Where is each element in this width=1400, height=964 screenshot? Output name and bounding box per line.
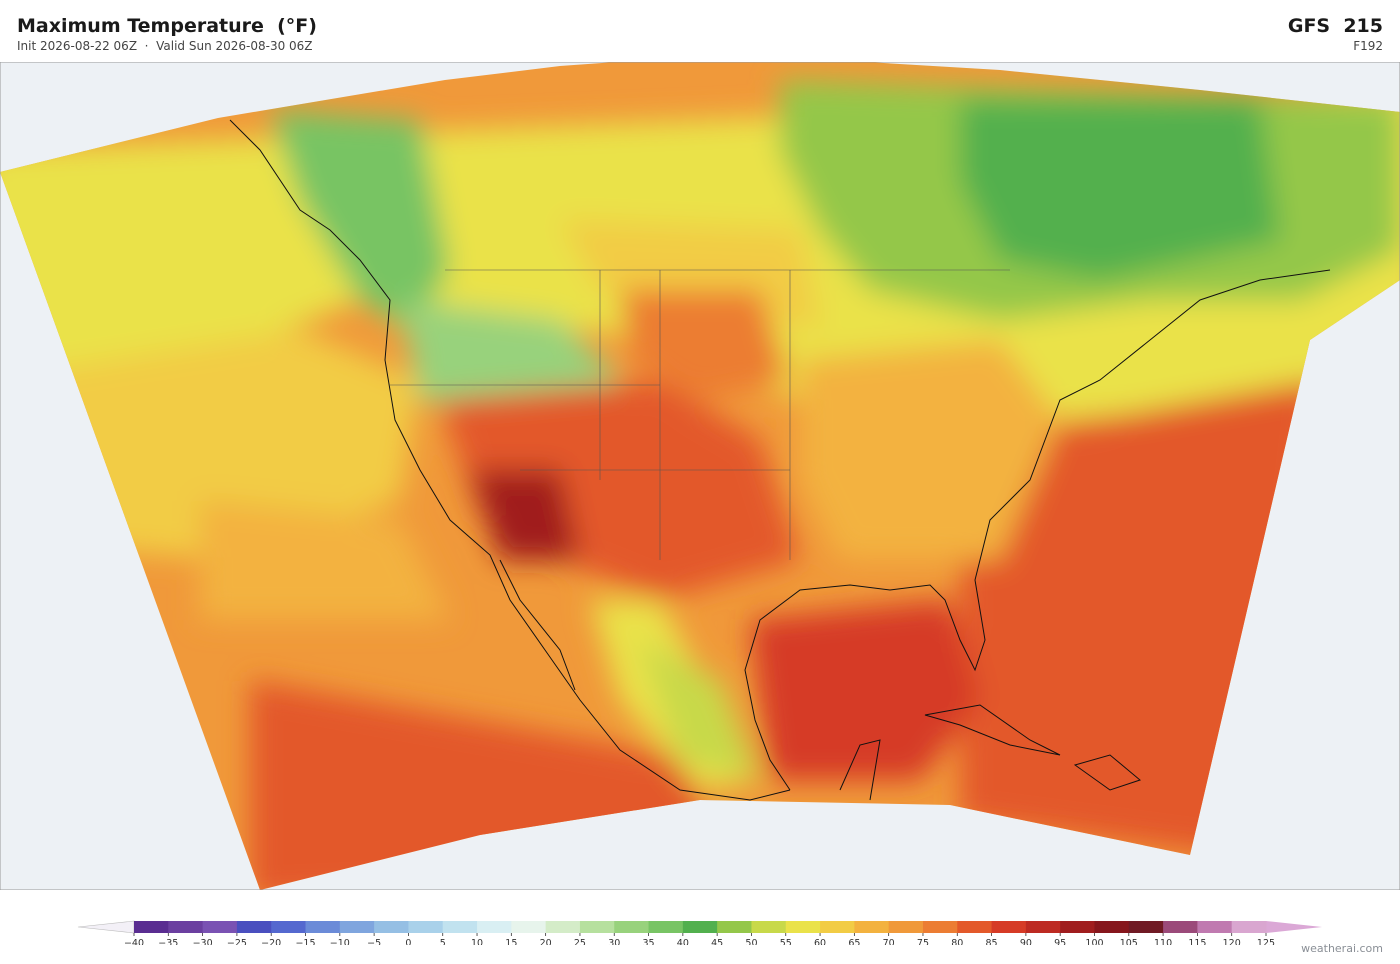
colorbar-bin (648, 921, 684, 933)
colorbar-tick-label: 100 (1085, 938, 1103, 945)
colorbar-bin (1163, 921, 1198, 933)
colorbar-tick-label: 105 (1120, 938, 1138, 945)
colorbar-bin (1060, 921, 1095, 933)
colorbar-bin (991, 921, 1027, 933)
colorbar-tick-label: 65 (848, 938, 860, 945)
colorbar-bin (442, 921, 478, 933)
colorbar-tick-label: 20 (540, 938, 552, 945)
colorbar-bin (236, 921, 272, 933)
colorbar-tick-label: 70 (883, 938, 895, 945)
colorbar-tick-label: 110 (1154, 938, 1172, 945)
colorbar-tick-label: 95 (1054, 938, 1066, 945)
colorbar-tick-label: −25 (227, 938, 247, 945)
colorbar-tick-label: −10 (330, 938, 350, 945)
forecast-hour: F192 (1353, 39, 1383, 53)
colorbar-under (77, 920, 135, 934)
colorbar-bin (408, 921, 444, 933)
colorbar-tick-label: 60 (814, 938, 826, 945)
colorbar-bin (545, 921, 581, 933)
colorbar-bin (477, 921, 512, 933)
colorbar-bin (717, 921, 752, 933)
colorbar-over (1266, 921, 1322, 933)
colorbar-bin (511, 921, 547, 933)
colorbar-tick-label: −30 (193, 938, 213, 945)
colorbar-bin (1025, 921, 1061, 933)
colorbar-bin (168, 921, 204, 933)
colorbar-tick-label: 25 (574, 938, 586, 945)
colorbar-bin (957, 921, 993, 933)
map (0, 62, 1400, 890)
colorbar-tick-label: 115 (1188, 938, 1206, 945)
colorbar-bin (820, 921, 855, 933)
colorbar-bin (1128, 921, 1164, 933)
colorbar-bin (614, 921, 650, 933)
colorbar-bin (785, 921, 821, 933)
colorbar-tick-label: 10 (471, 938, 483, 945)
colorbar-bin (134, 921, 169, 933)
colorbar-bin (202, 921, 238, 933)
colorbar-bin (922, 921, 958, 933)
colorbar-tick-label: −20 (261, 938, 281, 945)
colorbar-tick-label: −5 (367, 938, 381, 945)
colorbar-bin (682, 921, 718, 933)
colorbar-tick-label: 5 (440, 938, 446, 945)
colorbar-tick-label: 125 (1257, 938, 1275, 945)
colorbar-bin (374, 921, 409, 933)
colorbar-tick-label: 80 (951, 938, 963, 945)
colorbar: −40 −35 −30 −25 −20 −15 −10 −5 0 5 10 15 20 25 30 35 40 4… (77, 920, 1322, 945)
model-label: GFS 215 (1287, 15, 1383, 37)
colorbar-tick-label: 120 (1223, 938, 1241, 945)
colorbar-tick-label: 90 (1020, 938, 1032, 945)
colorbar-tick-label: −15 (295, 938, 315, 945)
colorbar-tick-label: 45 (711, 938, 723, 945)
colorbar-tick-label: 50 (745, 938, 757, 945)
colorbar-tick-label: 75 (917, 938, 929, 945)
colorbar-bin (305, 921, 341, 933)
subtitle: Init 2026-08-22 06Z · Valid Sun 2026-08-… (17, 39, 313, 53)
colorbar-bin (751, 921, 787, 933)
title: Maximum Temperature (°F) (17, 15, 317, 37)
colorbar-bin (854, 921, 890, 933)
colorbar-bin (1094, 921, 1130, 933)
colorbar-bin (271, 921, 307, 933)
colorbar-bin (888, 921, 924, 933)
colorbar-tick-label: 0 (405, 938, 411, 945)
colorbar-bin (579, 921, 615, 933)
colorbar-bin (1197, 921, 1233, 933)
colorbar-tick-label: 40 (677, 938, 689, 945)
colorbar-bin (339, 921, 375, 933)
attribution: weatherai.com (1301, 942, 1383, 955)
colorbar-tick-label: 55 (780, 938, 792, 945)
colorbar-tick-label: 30 (608, 938, 620, 945)
colorbar-tick-label: −40 (124, 938, 144, 945)
colorbar-bin (1231, 921, 1267, 933)
colorbar-tick-label: 15 (505, 938, 517, 945)
colorbar-tick-label: 85 (986, 938, 998, 945)
colorbar-tick-label: 35 (642, 938, 654, 945)
colorbar-tick-label: −35 (158, 938, 178, 945)
